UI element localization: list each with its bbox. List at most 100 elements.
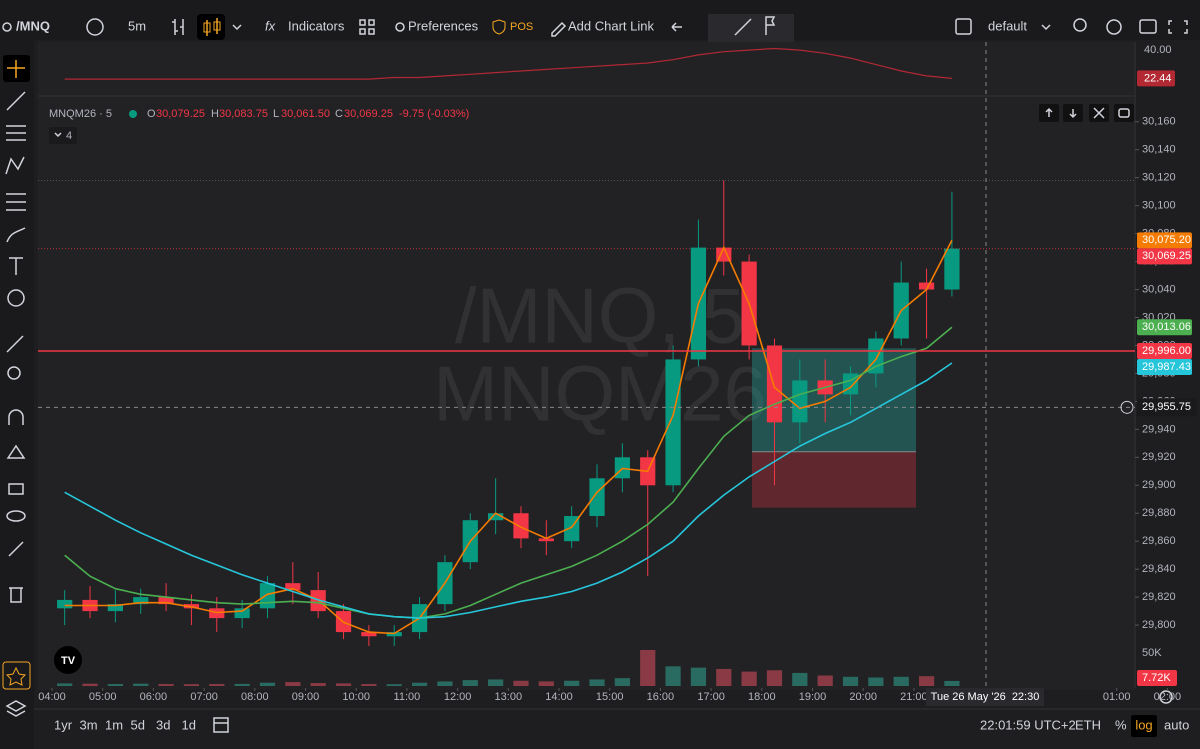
pos-icon[interactable]	[492, 19, 506, 35]
add-symbol[interactable]	[86, 18, 104, 36]
trend-tool[interactable]	[6, 91, 26, 111]
range-button[interactable]: 1d	[182, 717, 196, 732]
interval[interactable]: 5m	[128, 18, 146, 33]
low-key: L	[273, 108, 279, 120]
range-button[interactable]: 5d	[131, 717, 145, 732]
magnet-tool[interactable]	[8, 409, 24, 425]
crosshair-add[interactable]	[1120, 400, 1134, 414]
trash-tool[interactable]	[9, 587, 23, 603]
star-icon[interactable]	[5, 666, 27, 686]
undo[interactable]	[671, 22, 682, 32]
oscillator-line	[64, 47, 952, 80]
session[interactable]: ETH	[1075, 717, 1101, 732]
pane-maximize[interactable]	[1114, 104, 1134, 122]
x-tick-label: 19:00	[799, 691, 827, 703]
fx-icon[interactable]: fx	[265, 18, 276, 33]
log-toggle-bg[interactable]	[1131, 715, 1157, 737]
crosshair-price: 29,955.75	[1142, 401, 1191, 413]
hide-tool[interactable]	[6, 510, 26, 522]
symbol[interactable]: /MNQ	[16, 18, 50, 33]
zoom-tool[interactable]	[7, 366, 21, 380]
percent-toggle[interactable]: %	[1115, 717, 1127, 732]
y-tick-label: 29,860	[1142, 535, 1176, 547]
chevron[interactable]	[232, 24, 242, 31]
volume-bar	[564, 680, 580, 686]
text-tool[interactable]	[9, 257, 23, 275]
volume-bar	[589, 679, 605, 686]
zoom-icon[interactable]	[1073, 18, 1087, 32]
range-button[interactable]: 1yr	[54, 717, 73, 732]
legend: MNQM26 · 5 O 30,079.25 H 30,083.75 L 30,…	[49, 108, 469, 144]
x-tick-label: 10:00	[342, 691, 370, 703]
flag-tool[interactable]	[765, 16, 776, 35]
pattern-tool[interactable]	[5, 156, 25, 175]
candle-body	[513, 513, 529, 539]
axis-settings[interactable]	[1159, 690, 1173, 704]
volume-bar	[107, 684, 123, 686]
checkbox[interactable]	[955, 18, 972, 35]
candle-button[interactable]	[197, 14, 225, 40]
add-chart-link[interactable]: Add Chart Link	[568, 18, 654, 33]
volume-bar	[133, 683, 149, 686]
candle-body	[716, 247, 732, 262]
volume-bar	[640, 649, 656, 686]
search-icon[interactable]	[2, 22, 12, 32]
volume-bar	[411, 682, 428, 686]
indicators[interactable]: Indicators	[288, 18, 345, 33]
favorites-bg[interactable]	[2, 661, 31, 690]
watermark: /MNQ, 5 MNQM26	[433, 272, 767, 438]
close-value: 30,069.25	[344, 108, 393, 120]
range-button[interactable]: 3d	[156, 717, 170, 732]
range-button[interactable]: 3m	[80, 717, 98, 732]
brush-tool[interactable]	[6, 227, 26, 243]
volume-label: 7.72K	[1142, 672, 1171, 684]
volume-bar	[766, 670, 783, 686]
indicator-chevron[interactable]	[54, 132, 62, 138]
layers-icon[interactable]	[5, 700, 27, 717]
x-tick-label: 13:00	[495, 691, 523, 703]
fib-tool[interactable]	[6, 125, 26, 141]
preferences[interactable]: Preferences	[408, 18, 479, 33]
link-tool[interactable]	[8, 541, 24, 557]
bars-icon[interactable]	[172, 19, 184, 35]
candle-body	[107, 604, 123, 612]
camera-icon[interactable]	[1139, 19, 1157, 34]
pane-buttons: TV	[54, 104, 1173, 704]
link-icon[interactable]	[551, 21, 567, 37]
ruler-tool[interactable]	[6, 335, 24, 353]
settings-icon[interactable]	[1106, 19, 1122, 35]
x-tick-label: 06:00	[140, 691, 168, 703]
layout-chevron[interactable]	[1041, 24, 1051, 31]
lock-draw-tool[interactable]	[6, 444, 26, 459]
y-tick-label: 29,840	[1142, 563, 1176, 575]
volume-bar	[868, 677, 884, 686]
y-tick-label: 30,040	[1142, 283, 1176, 295]
lock-tool[interactable]	[8, 483, 24, 495]
fullscreen-icon[interactable]	[1168, 20, 1188, 34]
y-tick-label: 30,100	[1142, 200, 1176, 212]
pos[interactable]: POS	[510, 21, 533, 33]
volume-bar	[918, 676, 935, 686]
volume-bar	[690, 667, 707, 686]
prediction-tool[interactable]	[6, 193, 26, 211]
oscillator-label-bg	[1137, 70, 1175, 87]
emoji-tool[interactable]	[7, 289, 25, 307]
date-range-icon[interactable]	[213, 717, 229, 733]
templates-icon[interactable]	[359, 19, 375, 35]
candle-body	[234, 608, 250, 619]
auto-toggle[interactable]: auto	[1164, 717, 1189, 732]
volume-bar	[462, 680, 478, 686]
gear-icon[interactable]	[395, 22, 405, 32]
indicator-count[interactable]: 4	[66, 130, 72, 142]
indicator-toggle-bg[interactable]	[49, 127, 77, 144]
line-tool[interactable]	[734, 18, 752, 36]
crosshair-tool[interactable]	[7, 60, 25, 78]
axes: 29,800 29,820 29,840 29,860 29,880 29,900 29,9…	[38, 42, 1197, 688]
price-label-bg	[1137, 343, 1192, 360]
layout[interactable]: default	[988, 18, 1027, 33]
range-button[interactable]: 1m	[105, 717, 123, 732]
position-stop	[752, 451, 916, 508]
x-tick-label: 07:00	[190, 691, 218, 703]
log-toggle[interactable]: log	[1135, 717, 1152, 732]
x-tick-label: 11:00	[394, 691, 421, 703]
